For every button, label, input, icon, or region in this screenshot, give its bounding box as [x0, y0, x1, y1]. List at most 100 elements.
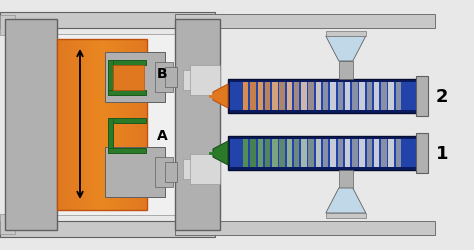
Bar: [250, 140, 256, 167]
Bar: [228, 136, 418, 170]
Polygon shape: [326, 188, 366, 213]
Bar: [108, 61, 113, 96]
Bar: [99, 40, 102, 210]
Bar: [309, 83, 314, 110]
Text: A: A: [157, 128, 168, 142]
Bar: [114, 40, 117, 210]
Bar: [108, 61, 146, 66]
Bar: [108, 118, 113, 154]
Bar: [359, 83, 365, 110]
Bar: [0, 214, 15, 234]
Bar: [0, 16, 15, 36]
Bar: [84, 40, 87, 210]
Polygon shape: [326, 37, 366, 62]
Bar: [309, 140, 314, 167]
Bar: [326, 213, 366, 218]
Bar: [345, 83, 350, 110]
Bar: [301, 140, 307, 167]
Bar: [257, 140, 263, 167]
Bar: [190, 66, 220, 96]
Bar: [294, 140, 300, 167]
Bar: [111, 40, 114, 210]
Bar: [316, 140, 321, 167]
Bar: [105, 53, 165, 102]
Bar: [96, 40, 99, 210]
Bar: [323, 140, 328, 167]
Bar: [359, 140, 365, 167]
Bar: [389, 140, 394, 167]
Bar: [396, 140, 401, 167]
Bar: [339, 62, 353, 80]
Bar: [243, 83, 248, 110]
Bar: [301, 83, 307, 110]
Bar: [381, 83, 387, 110]
Bar: [272, 140, 278, 167]
Bar: [330, 83, 336, 110]
Bar: [63, 40, 66, 210]
Bar: [287, 140, 292, 167]
Polygon shape: [213, 85, 228, 108]
Bar: [108, 40, 111, 210]
Bar: [326, 32, 366, 37]
Bar: [243, 140, 248, 167]
Bar: [175, 20, 220, 230]
Bar: [126, 40, 129, 210]
Bar: [190, 154, 220, 184]
Bar: [250, 140, 256, 167]
Bar: [230, 83, 416, 110]
Bar: [257, 83, 263, 110]
Bar: [294, 83, 300, 110]
Bar: [272, 83, 278, 110]
Bar: [0, 221, 215, 237]
Bar: [309, 140, 314, 167]
Bar: [183, 71, 220, 91]
Bar: [265, 83, 270, 110]
Bar: [250, 83, 256, 110]
Bar: [75, 40, 78, 210]
Bar: [250, 83, 256, 110]
Bar: [66, 40, 69, 210]
Bar: [57, 35, 177, 215]
Bar: [123, 40, 126, 210]
Text: 1: 1: [436, 144, 448, 162]
Bar: [165, 68, 177, 88]
Bar: [228, 80, 418, 114]
Bar: [108, 91, 146, 96]
Bar: [272, 83, 278, 110]
Bar: [113, 66, 144, 91]
Bar: [265, 140, 270, 167]
Text: B: B: [157, 67, 168, 81]
Text: 2: 2: [436, 88, 448, 106]
Bar: [294, 83, 300, 110]
Bar: [105, 148, 165, 197]
Bar: [287, 83, 292, 110]
Polygon shape: [213, 142, 228, 165]
Bar: [108, 148, 146, 154]
Bar: [389, 83, 394, 110]
Bar: [81, 40, 84, 210]
Bar: [279, 140, 285, 167]
Bar: [72, 40, 75, 210]
Bar: [155, 63, 173, 93]
Bar: [352, 140, 357, 167]
Bar: [323, 83, 328, 110]
Bar: [175, 221, 435, 235]
Bar: [102, 40, 105, 210]
Bar: [316, 83, 321, 110]
Bar: [57, 40, 147, 210]
Bar: [108, 118, 146, 124]
Bar: [165, 162, 177, 182]
Bar: [330, 140, 336, 167]
Bar: [141, 40, 144, 210]
Bar: [257, 83, 263, 110]
Bar: [129, 40, 132, 210]
Bar: [87, 40, 90, 210]
Bar: [287, 83, 292, 110]
Bar: [366, 140, 372, 167]
Bar: [105, 40, 108, 210]
Bar: [69, 40, 72, 210]
Bar: [301, 140, 307, 167]
Bar: [279, 83, 285, 110]
Bar: [381, 140, 387, 167]
Bar: [0, 13, 215, 29]
